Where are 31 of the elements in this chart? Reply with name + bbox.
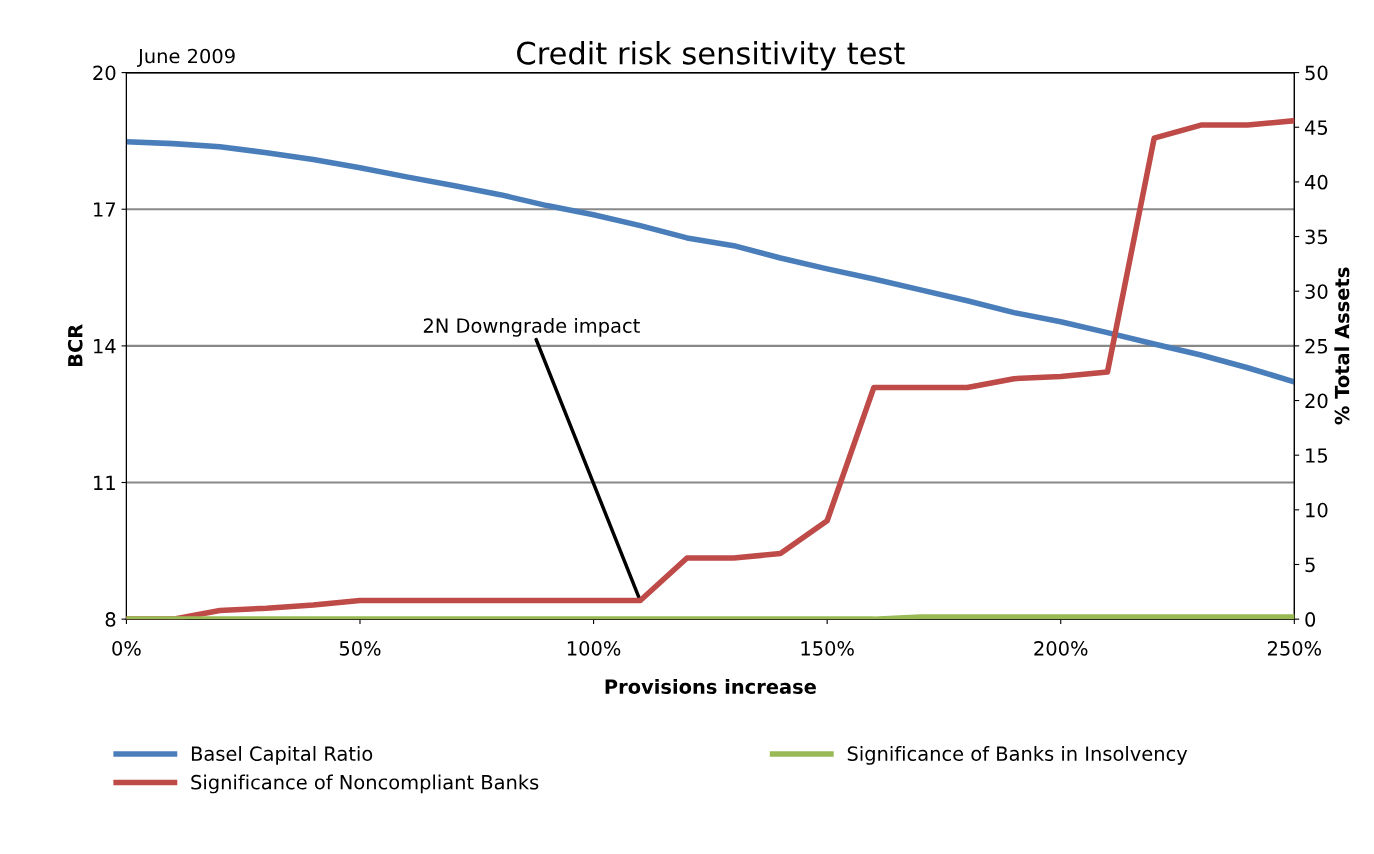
y2-tick-label: 25: [1305, 338, 1328, 354]
legend-label: Significance of Noncompliant Banks: [191, 774, 539, 794]
y-tick-label: 14: [94, 339, 116, 354]
y2-tick-label: 35: [1305, 229, 1328, 245]
y2-tick-label: 30: [1305, 284, 1328, 299]
y-tick-label: 20: [93, 65, 116, 81]
x-tick-label: 100%: [567, 641, 621, 656]
y-tick-label: 17: [94, 202, 116, 217]
x-axis-title: Provisions increase: [605, 678, 816, 694]
x-tick-label: 150%: [801, 641, 854, 656]
y2-axis-title: % Total Assets: [1334, 267, 1350, 425]
x-tick-label: 200%: [1034, 641, 1088, 656]
x-tick-label: 250%: [1267, 641, 1322, 656]
x-tick-label: 50%: [339, 641, 381, 656]
y2-tick-label: 45: [1304, 120, 1328, 135]
legend-label: Significance of Banks in Insolvency: [847, 745, 1188, 765]
y2-tick-label: 20: [1305, 393, 1328, 409]
legend-label: Basel Capital Ratio: [191, 745, 373, 765]
y2-tick-label: 50: [1305, 65, 1328, 81]
chart-title: Credit risk sensitivity test: [517, 41, 905, 71]
annotation: 2N Downgrade impact: [423, 317, 640, 337]
y2-tick-label: 40: [1304, 174, 1328, 190]
y2-tick-label: 5: [1305, 557, 1315, 573]
x-tick-label: 0%: [112, 641, 141, 656]
y2-tick-label: 15: [1306, 448, 1328, 463]
y-tick-label: 8: [105, 612, 116, 627]
y2-tick-label: 10: [1306, 502, 1328, 518]
y2-tick-label: 0: [1305, 612, 1316, 627]
y-tick-label: 11: [94, 475, 115, 490]
y-axis-title: BCR: [67, 324, 83, 367]
text: June 2009: [137, 48, 235, 67]
